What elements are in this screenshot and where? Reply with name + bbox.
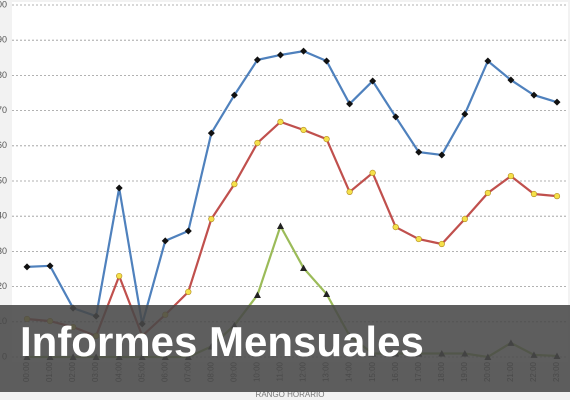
marker — [253, 291, 261, 299]
marker — [346, 188, 353, 196]
marker — [553, 193, 561, 200]
banner — [0, 305, 570, 392]
banner-title: Informes Mensuales — [20, 318, 424, 365]
marker — [415, 235, 422, 243]
marker — [369, 77, 377, 85]
marker — [207, 129, 215, 137]
marker — [208, 215, 215, 223]
marker — [46, 262, 54, 270]
marker — [231, 181, 238, 188]
marker — [530, 190, 538, 198]
marker — [116, 272, 123, 280]
marker — [461, 110, 469, 118]
marker — [300, 47, 308, 55]
marker — [507, 76, 515, 84]
marker — [346, 100, 354, 108]
marker — [276, 222, 284, 230]
marker — [230, 91, 238, 99]
y-tick-label: 90 — [0, 35, 7, 45]
marker — [415, 148, 423, 156]
marker — [323, 57, 331, 65]
marker — [323, 290, 331, 297]
marker — [300, 264, 308, 271]
marker — [484, 189, 491, 197]
marker — [276, 51, 284, 59]
marker — [323, 136, 330, 143]
y-tick-label: 40 — [0, 211, 7, 221]
marker — [184, 227, 192, 235]
marker — [369, 169, 376, 177]
marker — [392, 224, 399, 231]
marker — [115, 184, 123, 192]
y-tick-label: 30 — [0, 246, 7, 256]
marker — [161, 237, 169, 245]
marker — [254, 139, 261, 147]
y-tick-label: 70 — [0, 105, 7, 115]
y-tick-label: 100 — [0, 0, 7, 9]
y-tick-label: 20 — [0, 281, 7, 291]
marker — [461, 215, 468, 223]
marker — [23, 263, 31, 271]
y-tick-label: 50 — [0, 175, 7, 185]
plot-area — [12, 2, 568, 362]
marker — [530, 91, 538, 99]
x-axis-title: RANGO HORARIO — [256, 390, 325, 399]
marker — [507, 172, 515, 180]
series-line — [26, 49, 558, 325]
marker — [438, 151, 446, 159]
y-tick-label: 80 — [0, 70, 7, 80]
marker — [438, 240, 445, 248]
marker — [484, 57, 492, 65]
series-line — [26, 120, 558, 338]
marker — [277, 118, 284, 125]
marker — [300, 126, 307, 134]
marker — [253, 56, 261, 64]
marker — [392, 113, 400, 121]
y-tick-label: 60 — [0, 140, 7, 150]
marker — [185, 288, 192, 295]
marker — [553, 98, 561, 106]
